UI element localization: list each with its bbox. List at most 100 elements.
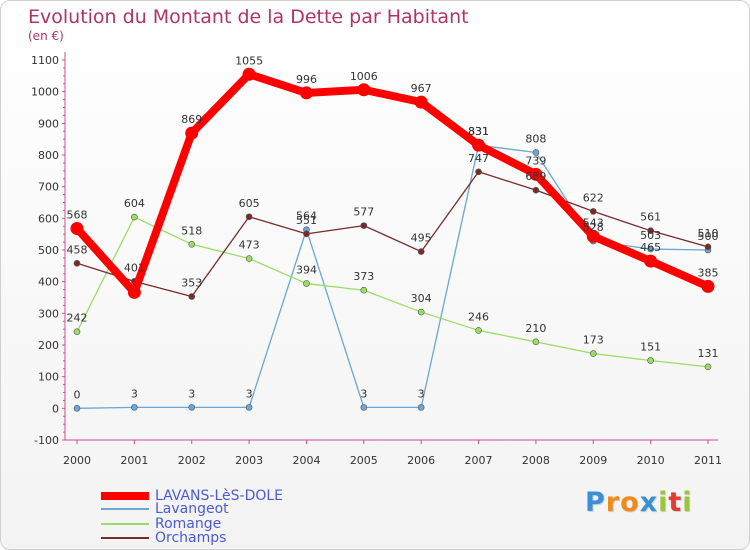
data-point <box>127 285 141 299</box>
data-label: 831 <box>468 125 489 138</box>
data-point <box>360 286 368 294</box>
data-label: 605 <box>239 197 260 210</box>
logo-letter: x <box>639 487 659 518</box>
data-point <box>417 404 425 411</box>
legend-item-orchamps: Orchamps <box>101 530 226 546</box>
x-tick-label: 2002 <box>178 454 206 467</box>
data-label: 401 <box>124 261 145 274</box>
data-point <box>73 405 81 412</box>
data-point <box>586 229 600 243</box>
data-label: 131 <box>698 347 719 360</box>
data-point <box>303 230 310 238</box>
data-point <box>73 328 81 336</box>
data-label: 210 <box>525 322 546 335</box>
y-tick-label: 400 <box>38 276 59 289</box>
data-label: 495 <box>411 232 432 245</box>
legend-item-lavans: LAVANS-LèS-DOLE <box>101 488 283 504</box>
y-tick-label: 1000 <box>31 86 59 99</box>
data-point <box>417 248 425 255</box>
data-point <box>589 208 597 215</box>
data-label: 739 <box>525 154 546 167</box>
data-point <box>188 293 196 300</box>
x-tick-label: 2005 <box>350 454 378 467</box>
logo-letter: t <box>668 487 683 518</box>
data-label: 385 <box>698 266 719 279</box>
data-label: 3 <box>418 387 425 400</box>
data-label: 869 <box>181 113 202 126</box>
data-label: 831 <box>468 125 489 138</box>
data-label: 1006 <box>350 70 378 83</box>
legend-item-romange: Romange <box>101 516 221 532</box>
data-point <box>644 254 658 268</box>
x-tick-label: 2001 <box>120 454 148 467</box>
data-label: 808 <box>525 132 546 145</box>
data-label: 528 <box>583 221 604 234</box>
proxiti-logo: Proxiti <box>585 487 693 518</box>
data-point <box>529 167 543 181</box>
data-point <box>188 404 196 411</box>
data-point <box>188 241 196 248</box>
data-point <box>131 404 138 411</box>
data-label: 577 <box>353 206 374 219</box>
data-point <box>131 213 138 221</box>
y-tick-label: 600 <box>38 212 59 225</box>
data-point <box>475 168 482 176</box>
data-point <box>185 126 199 140</box>
x-tick-label: 2003 <box>235 454 263 467</box>
y-tick-label: 300 <box>38 307 59 320</box>
data-label: 0 <box>74 388 81 401</box>
data-point <box>242 67 256 81</box>
data-label: 246 <box>468 310 489 323</box>
data-label: 543 <box>583 216 604 229</box>
x-tick-label: 2009 <box>579 454 607 467</box>
x-tick-label: 2008 <box>522 454 550 467</box>
y-tick-label: 0 <box>52 402 59 415</box>
data-label: 304 <box>411 292 432 305</box>
data-label: 1055 <box>235 54 263 67</box>
data-point <box>704 363 712 371</box>
x-tick-label: 2011 <box>694 454 722 467</box>
data-point <box>303 280 310 287</box>
logo-letter: r <box>605 487 621 518</box>
data-label: 3 <box>188 387 195 400</box>
x-tick-label: 2004 <box>292 454 320 467</box>
legend-swatch <box>101 508 149 510</box>
data-label: 622 <box>583 191 604 204</box>
data-point <box>701 279 715 293</box>
data-label: 564 <box>296 210 317 223</box>
y-tick-label: 500 <box>38 244 59 257</box>
data-point <box>532 338 540 346</box>
data-point <box>417 308 425 316</box>
y-tick-label: 100 <box>38 371 59 384</box>
data-label: 604 <box>124 197 145 210</box>
y-tick-label: 200 <box>38 339 59 352</box>
legend-label: LAVANS-LèS-DOLE <box>155 488 284 504</box>
x-tick-label: 2000 <box>63 454 91 467</box>
data-point <box>647 227 654 234</box>
data-point <box>245 213 253 221</box>
data-point <box>360 222 368 229</box>
legend-label: Orchamps <box>155 530 227 546</box>
series-line-0 <box>73 70 712 297</box>
data-point <box>647 245 654 253</box>
data-label: 465 <box>640 241 661 254</box>
data-point <box>647 357 654 364</box>
legend-item-lavangeot: Lavangeot <box>101 501 229 517</box>
data-label: 473 <box>239 239 260 252</box>
x-tick-label: 2010 <box>637 454 665 467</box>
data-label: 3 <box>246 387 253 400</box>
chart-title: Evolution du Montant de la Dette par Hab… <box>28 6 469 28</box>
data-point <box>245 404 253 411</box>
legend-swatch <box>101 492 149 500</box>
data-label: 568 <box>67 208 88 221</box>
data-point <box>245 255 253 262</box>
data-label: 503 <box>640 229 661 242</box>
data-label: 373 <box>353 270 374 283</box>
data-label: 747 <box>468 152 489 165</box>
data-label: 458 <box>67 243 88 256</box>
logo-letter: i <box>682 487 693 518</box>
data-label: 394 <box>296 264 317 277</box>
data-label: 561 <box>640 211 661 224</box>
data-point <box>532 149 540 156</box>
